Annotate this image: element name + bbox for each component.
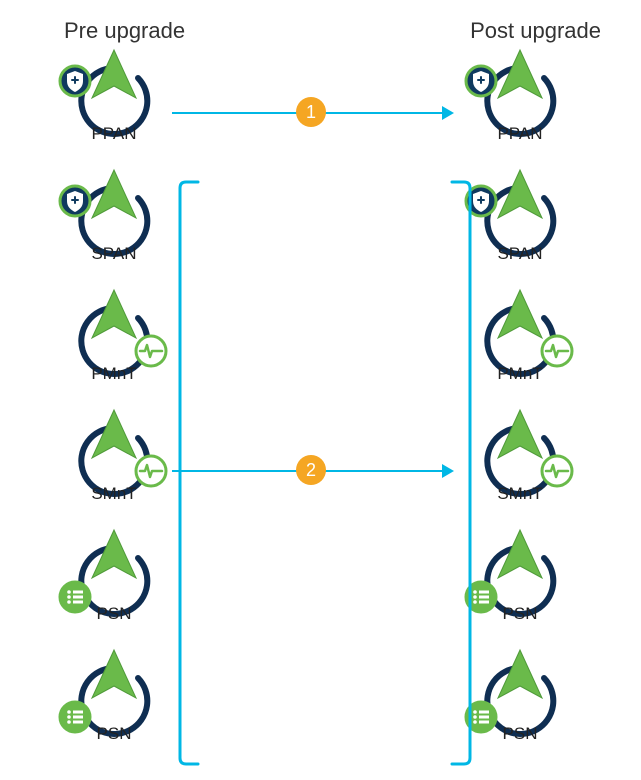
node-left-5: PSN xyxy=(64,658,164,750)
node-label: PMnT xyxy=(470,364,570,384)
step-badge-2: 2 xyxy=(296,455,326,485)
node-left-1: SPAN xyxy=(64,178,164,270)
arrow-up-icon xyxy=(90,168,138,233)
pulse-icon xyxy=(540,454,574,488)
pulse-icon xyxy=(134,334,168,368)
pulse-icon xyxy=(540,334,574,368)
node-label: PPAN xyxy=(64,124,164,144)
shield-icon xyxy=(58,184,92,218)
header-pre-upgrade: Pre upgrade xyxy=(64,18,185,44)
node-label: PSN xyxy=(470,604,570,624)
shield-icon xyxy=(464,64,498,98)
arrow-up-icon xyxy=(496,648,544,713)
node-label: SMnT xyxy=(64,484,164,504)
node-label: SPAN xyxy=(64,244,164,264)
pre-upgrade-column: PPAN SPAN PMnT SMnT PSN xyxy=(64,58,184,750)
arrow-up-icon xyxy=(90,408,138,473)
node-label: SMnT xyxy=(470,484,570,504)
step-badge-1: 1 xyxy=(296,97,326,127)
node-label: PMnT xyxy=(64,364,164,384)
node-left-0: PPAN xyxy=(64,58,164,150)
arrow-up-icon xyxy=(90,648,138,713)
node-right-5: PSN xyxy=(470,658,570,750)
node-left-4: PSN xyxy=(64,538,164,630)
pulse-icon xyxy=(134,454,168,488)
node-right-2: PMnT xyxy=(470,298,570,390)
shield-icon xyxy=(58,64,92,98)
arrow-up-icon xyxy=(90,528,138,593)
arrow-up-icon xyxy=(90,48,138,113)
post-upgrade-column: PPAN SPAN PMnT SMnT PSN xyxy=(470,58,590,750)
arrow-up-icon xyxy=(496,168,544,233)
node-label: SPAN xyxy=(470,244,570,264)
node-right-4: PSN xyxy=(470,538,570,630)
node-right-0: PPAN xyxy=(470,58,570,150)
node-label: PPAN xyxy=(470,124,570,144)
node-label: PSN xyxy=(470,724,570,744)
node-left-3: SMnT xyxy=(64,418,164,510)
arrow-up-icon xyxy=(496,528,544,593)
node-left-2: PMnT xyxy=(64,298,164,390)
bracket-right xyxy=(178,180,202,766)
node-label: PSN xyxy=(64,724,164,744)
node-right-1: SPAN xyxy=(470,178,570,270)
header-post-upgrade: Post upgrade xyxy=(470,18,601,44)
connector-1-arrowhead-icon xyxy=(442,106,454,120)
connector-2-arrowhead-icon xyxy=(442,464,454,478)
arrow-up-icon xyxy=(496,48,544,113)
node-right-3: SMnT xyxy=(470,418,570,510)
node-label: PSN xyxy=(64,604,164,624)
arrow-up-icon xyxy=(496,288,544,353)
arrow-up-icon xyxy=(90,288,138,353)
arrow-up-icon xyxy=(496,408,544,473)
